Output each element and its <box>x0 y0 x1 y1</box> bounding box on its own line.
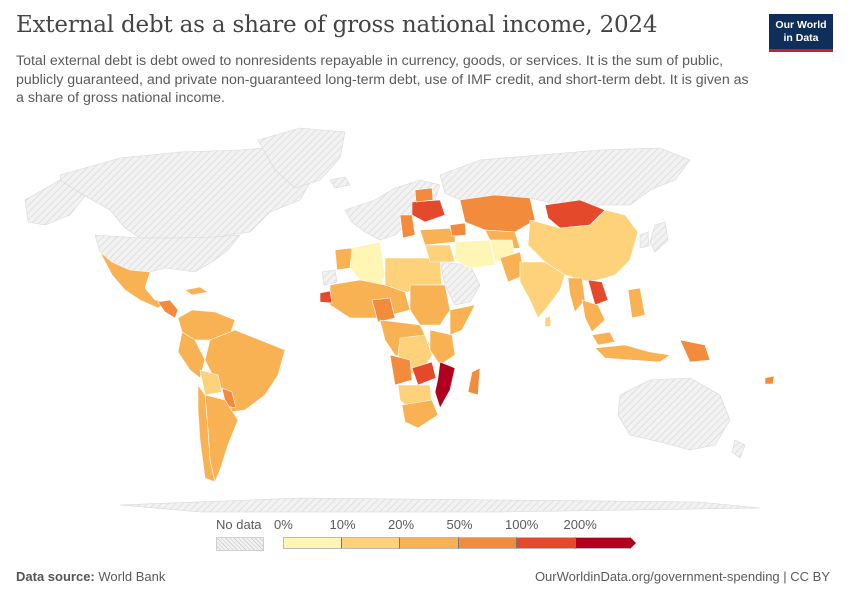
map-legend: No data 0% 10% 20% 50% 100% 200% <box>0 515 850 555</box>
legend-swatch[interactable] <box>341 537 400 549</box>
map-country-sudan-ethiopia[interactable] <box>409 284 451 326</box>
map-region-japan-nodata[interactable] <box>649 221 669 253</box>
legend-tick-label: 0% <box>274 517 293 532</box>
map-country-caucasus[interactable] <box>449 222 467 237</box>
map-country-sri-lanka[interactable] <box>544 315 552 328</box>
legend-no-data-swatch <box>216 537 264 551</box>
map-country-mexico[interactable] <box>99 251 169 309</box>
legend-swatch[interactable] <box>283 537 342 549</box>
map-region-russia-nodata[interactable] <box>439 147 691 206</box>
logo-line-2: in Data <box>783 32 819 44</box>
legend-no-data-label: No data <box>216 517 262 532</box>
map-region-greenland-nodata[interactable] <box>257 127 346 189</box>
map-region-new-zealand-nodata[interactable] <box>731 439 746 459</box>
map-country-madagascar[interactable] <box>467 367 481 396</box>
legend-tick-label: 200% <box>563 517 597 532</box>
chart-subtitle: Total external debt is debt owed to nonr… <box>16 53 749 106</box>
map-country-pacific-islands[interactable] <box>764 375 775 385</box>
map-country-ukraine[interactable] <box>411 199 446 223</box>
legend-swatch[interactable] <box>400 537 459 549</box>
map-country-iraq-syria[interactable] <box>424 244 456 263</box>
legend-swatch[interactable] <box>575 537 630 549</box>
map-country-mozambique[interactable] <box>434 361 456 409</box>
map-country-balkans[interactable] <box>399 214 416 239</box>
map-country-angola[interactable] <box>389 354 413 386</box>
map-country-central-america[interactable] <box>157 299 179 319</box>
map-region-alaska-nodata[interactable] <box>24 179 86 226</box>
map-country-laos[interactable] <box>587 279 609 306</box>
map-region-korea-nodata[interactable] <box>639 231 650 249</box>
legend-tick-label: 10% <box>329 517 356 532</box>
map-country-malaysia[interactable] <box>591 331 616 346</box>
map-country-nigeria[interactable] <box>371 297 396 323</box>
map-country-bolivia[interactable] <box>199 369 223 396</box>
legend-swatch[interactable] <box>517 537 576 549</box>
map-country-indonesia[interactable] <box>594 344 671 363</box>
map-country-zambia[interactable] <box>411 361 437 386</box>
map-country-papua-new-guinea[interactable] <box>679 339 711 363</box>
map-country-india[interactable] <box>519 261 566 319</box>
legend-tick-label: 100% <box>505 517 539 532</box>
footer-source-value[interactable]: World Bank <box>98 569 166 584</box>
map-country-iran[interactable] <box>454 239 496 269</box>
chart-title: External debt as a share of gross nation… <box>16 12 658 38</box>
map-country-somalia[interactable] <box>449 304 476 336</box>
map-country-south-africa[interactable] <box>401 399 439 429</box>
map-country-thailand-vietnam[interactable] <box>581 299 606 333</box>
map-country-turkey[interactable] <box>419 227 456 246</box>
map-country-kazakhstan[interactable] <box>459 194 536 233</box>
map-country-belarus[interactable] <box>414 187 434 203</box>
footer-source-label: Data source: <box>16 569 95 584</box>
map-country-philippines[interactable] <box>627 287 646 319</box>
owid-logo[interactable]: Our World in Data <box>769 14 833 52</box>
legend-tick-label: 20% <box>388 517 415 532</box>
map-country-peru-ecuador[interactable] <box>177 331 206 379</box>
legend-swatch[interactable] <box>458 537 517 549</box>
map-country-kenya-tanzania[interactable] <box>429 329 456 366</box>
legend-tick-label: 50% <box>446 517 473 532</box>
map-country-caribbean[interactable] <box>184 286 209 296</box>
map-country-chile[interactable] <box>197 384 216 483</box>
legend-arrow-icon <box>630 537 636 549</box>
map-country-myanmar[interactable] <box>567 277 586 313</box>
map-country-senegal[interactable] <box>319 290 333 304</box>
map-region-antarctica-nodata[interactable] <box>119 497 761 513</box>
footer-url[interactable]: OurWorldinData.org/government-spending |… <box>534 569 830 584</box>
world-map[interactable] <box>0 120 850 515</box>
map-region-australia-nodata[interactable] <box>617 377 731 451</box>
map-country-morocco[interactable] <box>334 247 353 271</box>
map-region-west-sahara-nodata[interactable] <box>321 269 338 286</box>
map-region-iceland-nodata[interactable] <box>329 176 351 189</box>
footer-source: Data source: World Bank <box>16 569 165 584</box>
map-region-canada-nodata[interactable] <box>59 144 321 239</box>
logo-line-1: Our World <box>775 19 827 31</box>
